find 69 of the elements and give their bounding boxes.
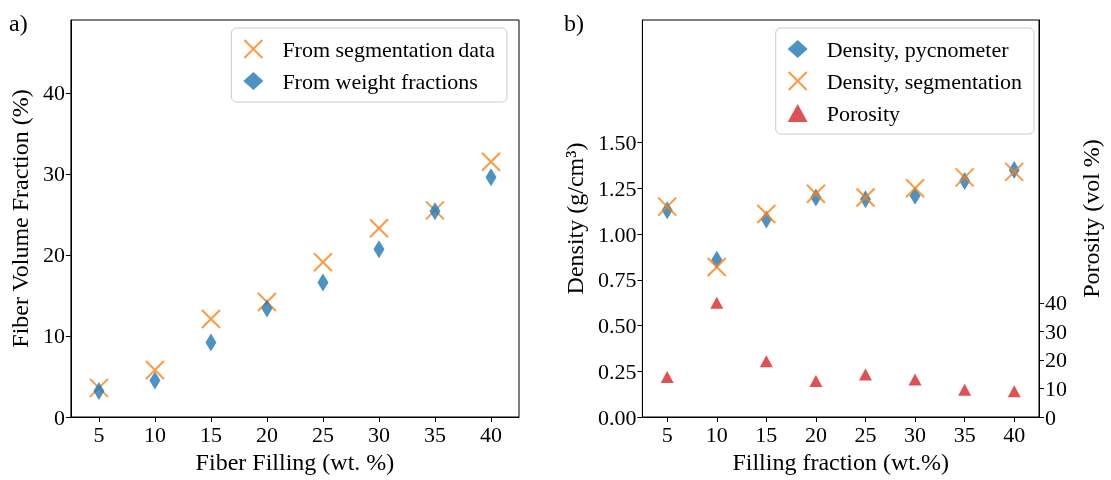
point [958, 383, 972, 396]
x-tick-label: 5 [661, 421, 673, 447]
chart-title: b) [564, 10, 584, 36]
y-tick-label: 30 [42, 161, 65, 187]
x-tick-label: 40 [479, 421, 502, 447]
y-tick-label: 10 [42, 323, 65, 349]
x-tick-label: 30 [904, 421, 927, 447]
point [858, 368, 872, 381]
y2-tick-label: 0 [1045, 404, 1056, 430]
x-tick-label: 25 [311, 421, 334, 447]
point [706, 256, 727, 277]
x-tick-label: 25 [854, 421, 877, 447]
point [480, 151, 501, 172]
point [905, 178, 926, 199]
y2-tick-label: 20 [1045, 347, 1067, 373]
point [954, 167, 975, 188]
chart-title: a) [9, 10, 28, 36]
y-tick-label: 40 [42, 80, 65, 106]
point [368, 218, 389, 239]
y-tick-label: 0 [53, 404, 65, 430]
x-tick-label: 20 [804, 421, 827, 447]
x-axis-title: Fiber Filling (wt. %) [195, 448, 395, 475]
point [88, 377, 109, 398]
point [312, 252, 333, 273]
point [756, 203, 777, 224]
y-axis-title: Density (g/cm³) [562, 142, 588, 295]
point [908, 373, 922, 386]
y2-tick-label: 10 [1045, 375, 1067, 401]
legend-label: Density, segmentation [826, 68, 1023, 94]
legend-label: Porosity [826, 100, 901, 126]
x-tick-label: 15 [755, 421, 778, 447]
x-tick-label: 30 [367, 421, 390, 447]
x-tick-label: 35 [423, 421, 446, 447]
point [657, 196, 678, 217]
x-tick-label: 40 [1003, 421, 1026, 447]
x-tick-label: 20 [255, 421, 278, 447]
point [759, 355, 773, 368]
point [1007, 385, 1021, 398]
y-tick-label: 0.50 [597, 313, 637, 339]
legend-label: From segmentation data [282, 36, 496, 62]
point [855, 187, 876, 208]
point [805, 183, 826, 204]
point [144, 360, 165, 381]
y-tick-label: 0.25 [597, 358, 637, 384]
legend-label: From weight fractions [282, 68, 478, 94]
y-tick-label: 1.50 [597, 130, 637, 156]
y-tick-label: 0.00 [597, 404, 637, 430]
x-tick-label: 5 [93, 421, 105, 447]
x-tick-label: 10 [705, 421, 728, 447]
point [1004, 161, 1025, 182]
legend-label: Density, pycnometer [826, 36, 1010, 62]
x-tick-label: 15 [199, 421, 222, 447]
y2-tick-label: 30 [1045, 318, 1067, 344]
point [256, 291, 277, 312]
y-tick-label: 0.75 [597, 267, 637, 293]
x-tick-label: 10 [143, 421, 166, 447]
x-tick-label: 35 [953, 421, 976, 447]
point [200, 308, 221, 329]
y-axis-title: Fiber Volume Fraction (%) [7, 89, 33, 348]
y-tick-label: 1.00 [597, 221, 637, 247]
y2-axis-title: Porosity (vol %) [1078, 139, 1104, 298]
point [809, 375, 823, 388]
point [660, 371, 674, 384]
point [424, 200, 445, 221]
point [710, 296, 724, 309]
y-tick-label: 20 [42, 242, 65, 268]
y2-tick-label: 40 [1045, 290, 1067, 316]
x-axis-title: Filling fraction (wt.%) [732, 448, 950, 475]
y-tick-label: 1.25 [597, 175, 637, 201]
